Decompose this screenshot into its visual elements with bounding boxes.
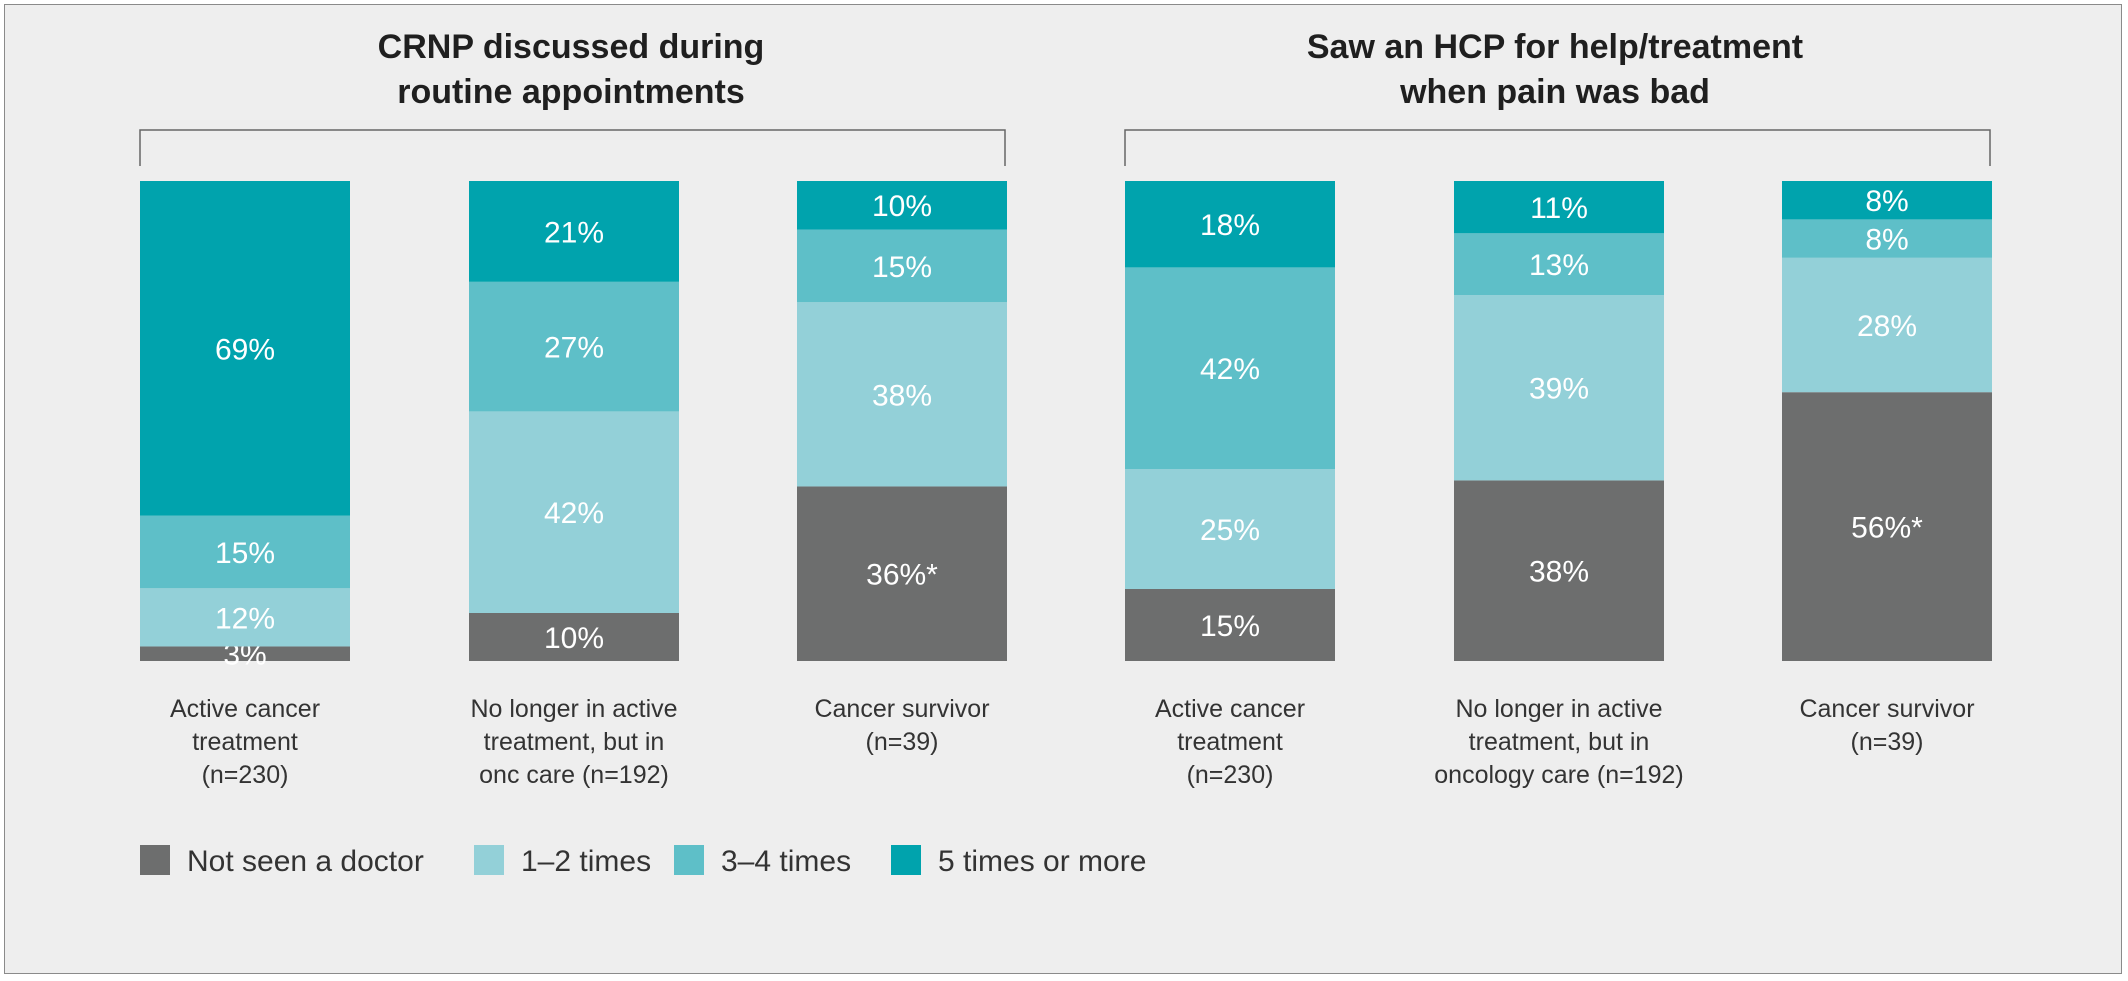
category-label: (n=39): [866, 728, 939, 756]
bar-segment: [1125, 181, 1335, 268]
panel-bracket: [139, 129, 1006, 166]
data-label: 8%: [1865, 224, 1908, 257]
data-label: 13%: [1529, 249, 1589, 282]
category-label: (n=230): [1187, 761, 1274, 789]
legend-label: 3–4 times: [721, 845, 851, 878]
bar-segment: [797, 302, 1007, 487]
category-label: Cancer survivor: [1799, 695, 1974, 723]
bar-segment: [1782, 257, 1992, 393]
data-label: 39%: [1529, 373, 1589, 406]
panel-bracket: [1124, 129, 1991, 166]
data-label: 36%*: [866, 559, 938, 592]
category-label: Active cancer: [170, 695, 320, 723]
category-label: Active cancer: [1155, 695, 1305, 723]
data-label: 10%: [872, 190, 932, 223]
bar-segment: [1125, 469, 1335, 589]
bar-segment: [140, 646, 350, 661]
bar-segment: [1782, 392, 1992, 661]
data-label: 11%: [1530, 192, 1588, 225]
category-label: (n=39): [1851, 728, 1924, 756]
category-label: treatment: [1177, 728, 1283, 756]
data-label: 28%: [1857, 310, 1917, 343]
data-label: 42%: [1200, 353, 1260, 386]
panel-title: routine appointments: [397, 73, 745, 111]
bar-segment: [469, 411, 679, 613]
data-label: 25%: [1200, 514, 1260, 547]
data-label: 38%: [1529, 556, 1589, 589]
bar-segment: [1125, 589, 1335, 661]
panel-title: CRNP discussed during: [378, 28, 765, 66]
legend-label: 1–2 times: [521, 845, 651, 878]
bar-segment: [1125, 267, 1335, 469]
chart-frame: [4, 4, 2122, 974]
data-label: 15%: [1200, 610, 1260, 643]
bar-segment: [469, 613, 679, 661]
category-label: onc care (n=192): [479, 761, 669, 789]
category-label: treatment: [192, 728, 298, 756]
bar-segment: [469, 181, 679, 282]
legend-label: 5 times or more: [938, 845, 1146, 878]
legend-label: Not seen a doctor: [187, 845, 424, 878]
category-label: Cancer survivor: [814, 695, 989, 723]
legend-swatch: [474, 845, 504, 875]
legend-swatch: [674, 845, 704, 875]
panel-title: Saw an HCP for help/treatment: [1307, 28, 1803, 66]
data-label: 10%: [544, 622, 604, 655]
legend-swatch: [140, 845, 170, 875]
bar-segment: [797, 181, 1007, 230]
bar-segment: [140, 588, 350, 647]
legend-swatch: [891, 845, 921, 875]
category-label: treatment, but in: [484, 728, 665, 756]
bar-segment: [140, 515, 350, 589]
data-label: 38%: [872, 379, 932, 412]
data-label: 15%: [215, 537, 275, 570]
data-label: 42%: [544, 497, 604, 530]
bar-segment: [797, 486, 1007, 661]
category-label: No longer in active: [1455, 695, 1662, 723]
category-label: oncology care (n=192): [1434, 761, 1683, 789]
data-label: 27%: [544, 332, 604, 365]
data-label: 69%: [215, 333, 275, 366]
data-label: 12%: [215, 602, 275, 635]
category-label: treatment, but in: [1469, 728, 1650, 756]
category-label: No longer in active: [470, 695, 677, 723]
bar-segment: [1454, 295, 1664, 481]
data-label: 18%: [1200, 209, 1260, 242]
bar-segment: [797, 229, 1007, 303]
bar-segment: [1782, 219, 1992, 258]
data-label: 8%: [1865, 185, 1908, 218]
bar-segment: [1782, 181, 1992, 220]
data-label: 56%*: [1851, 512, 1923, 545]
bar-segment: [140, 181, 350, 516]
panel-title: when pain was bad: [1399, 73, 1710, 111]
data-label: 21%: [544, 216, 604, 249]
data-label: 15%: [872, 251, 932, 284]
category-label: (n=230): [202, 761, 289, 789]
bar-segment: [469, 281, 679, 412]
bar-segment: [1454, 181, 1664, 234]
bar-segment: [1454, 233, 1664, 296]
bar-segment: [1454, 480, 1664, 661]
